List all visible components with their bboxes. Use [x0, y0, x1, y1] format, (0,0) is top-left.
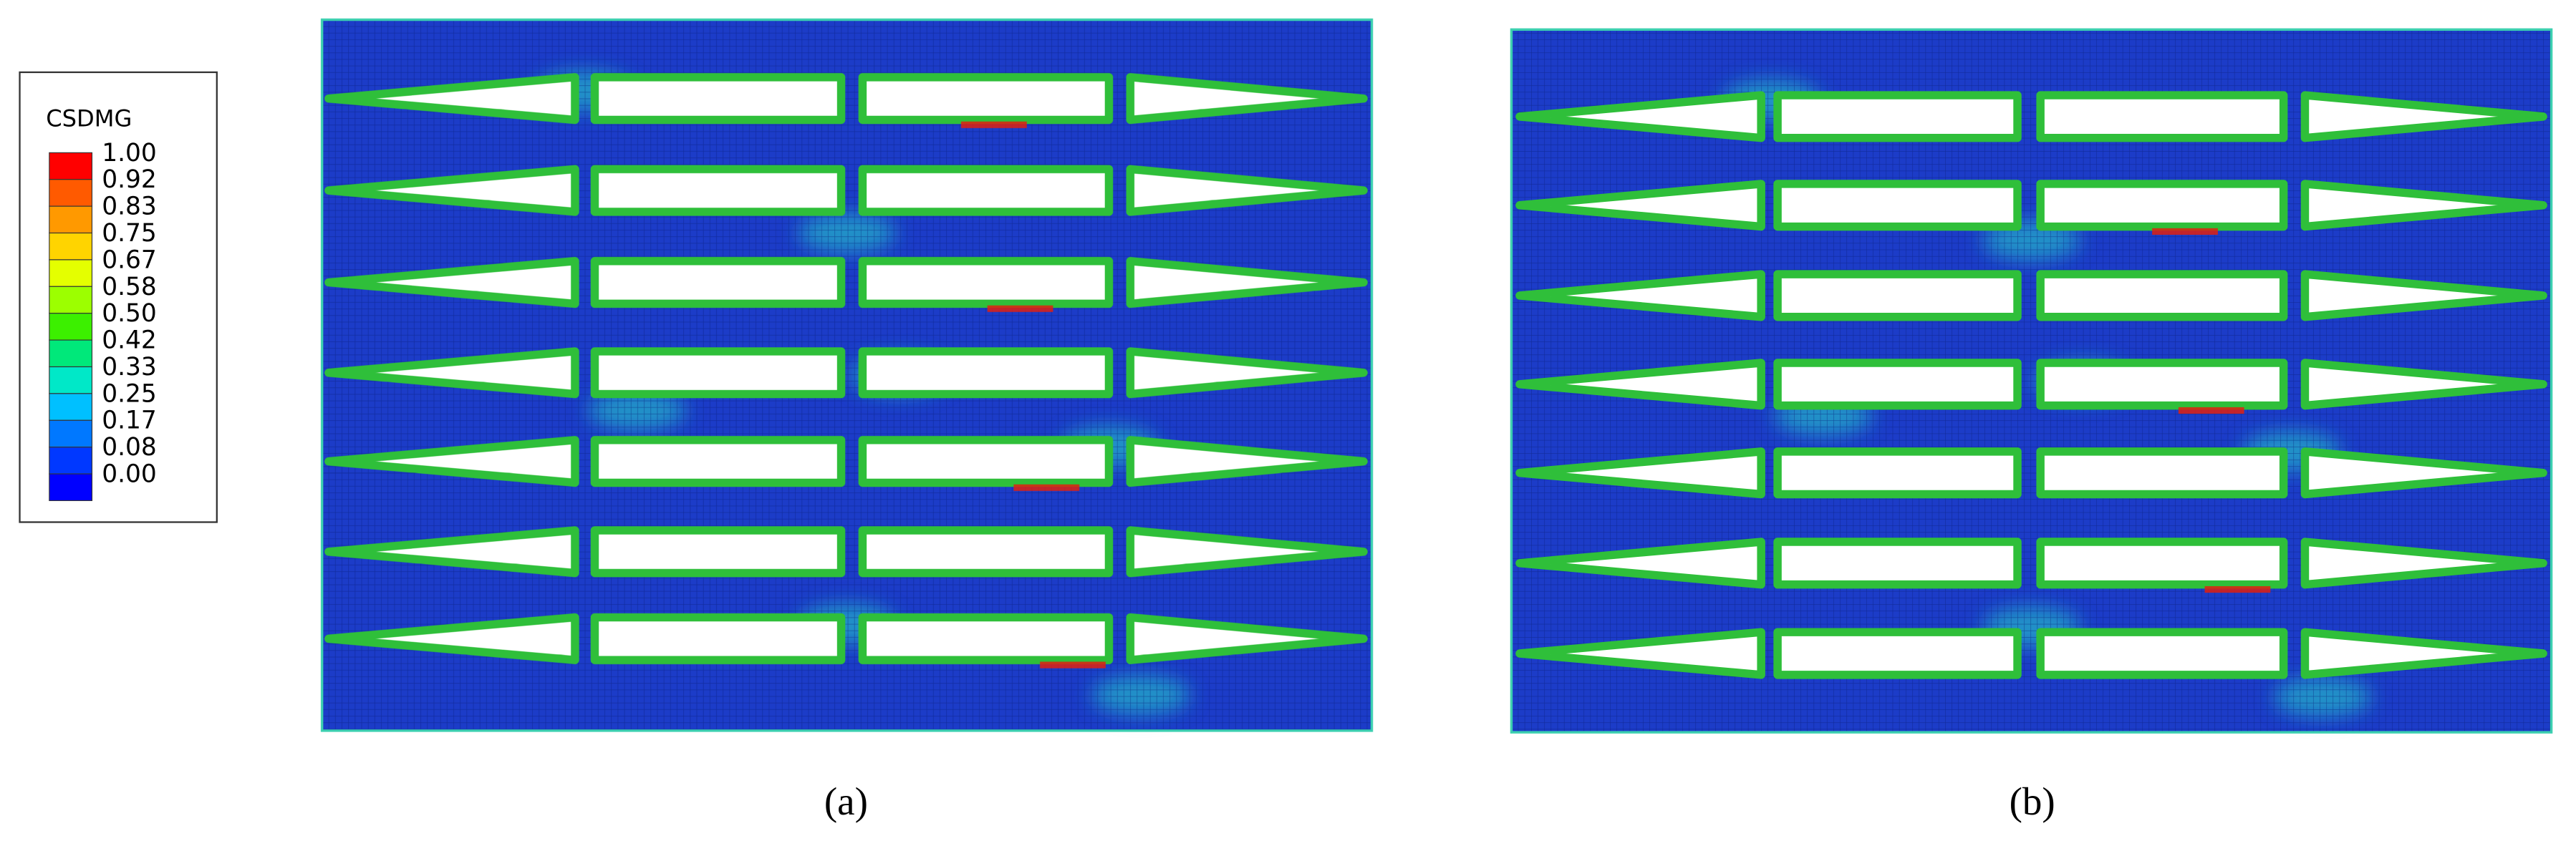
panels: [320, 18, 2553, 734]
hole: [1515, 359, 1765, 410]
hole: [2036, 538, 2288, 589]
legend-swatch: [49, 232, 93, 261]
legend-label: 0.50: [102, 299, 157, 328]
hole: [858, 613, 1114, 664]
contour-plot: [1510, 28, 2553, 734]
legend-label: 0.17: [102, 407, 157, 435]
damage-spot: [2152, 228, 2218, 235]
legend-swatch: [49, 152, 93, 180]
legend-label: 0.42: [102, 326, 157, 355]
legend-swatch: [49, 205, 93, 234]
legend-label: 0.33: [102, 353, 157, 381]
hole: [1773, 180, 2022, 231]
hole: [858, 526, 1114, 578]
hole: [2300, 91, 2547, 142]
damage-spot: [2204, 585, 2271, 593]
caption: (b): [2010, 779, 2055, 823]
hole: [2300, 447, 2547, 499]
hole: [1773, 91, 2022, 142]
hole: [1126, 436, 1368, 487]
hole: [590, 73, 846, 125]
plot-border: [320, 18, 1374, 732]
legend-label: 0.00: [102, 460, 157, 489]
legend-label: 0.58: [102, 273, 157, 301]
hole: [858, 347, 1114, 399]
hole: [1515, 447, 1765, 499]
hole: [2300, 359, 2547, 410]
hole: [1126, 613, 1368, 664]
hole: [324, 347, 579, 399]
hole: [1515, 270, 1765, 321]
legend-label: 1.00: [102, 139, 157, 167]
hole: [2036, 359, 2288, 410]
legend-swatch: [49, 339, 93, 368]
hole: [2300, 628, 2547, 679]
hole: [1515, 91, 1765, 142]
hole: [1126, 257, 1368, 308]
contour-plot: [320, 18, 1374, 732]
legend-label: 0.08: [102, 433, 157, 462]
hole: [1515, 180, 1765, 231]
damage-spot: [987, 305, 1053, 312]
hole: [2036, 447, 2288, 499]
hole: [1515, 538, 1765, 589]
hole: [590, 347, 846, 399]
hole: [2300, 270, 2547, 321]
hole: [590, 526, 846, 578]
damage-spot: [960, 121, 1027, 128]
hole: [858, 257, 1114, 308]
hole: [324, 73, 579, 125]
legend-swatch: [49, 259, 93, 287]
hole: [2300, 180, 2547, 231]
hole: [858, 73, 1114, 125]
hole: [858, 436, 1114, 487]
hole: [2036, 180, 2288, 231]
legend-swatch: [49, 393, 93, 421]
legend-swatch: [49, 286, 93, 314]
hole: [590, 613, 846, 664]
hole: [324, 613, 579, 664]
hole: [324, 257, 579, 308]
legend-label: 0.92: [102, 165, 157, 194]
legend-swatch: [49, 179, 93, 207]
hole: [1126, 526, 1368, 578]
legend-swatch: [49, 313, 93, 341]
hole: [1515, 628, 1765, 679]
hole: [858, 165, 1114, 216]
hole: [1126, 73, 1368, 125]
hole: [1773, 447, 2022, 499]
legend-title: CSDMG: [46, 105, 132, 132]
caption: (a): [824, 779, 868, 823]
hole: [1773, 538, 2022, 589]
legend-label: 0.75: [102, 219, 157, 248]
damage-spot: [2178, 407, 2244, 414]
hole: [1126, 165, 1368, 216]
hole: [1773, 359, 2022, 410]
hole: [590, 257, 846, 308]
hole: [2300, 538, 2547, 589]
hole: [324, 526, 579, 578]
legend-label: 0.25: [102, 379, 157, 408]
hole: [1773, 628, 2022, 679]
hole: [2036, 270, 2288, 321]
hole: [324, 165, 579, 216]
hole: [590, 165, 846, 216]
legend-swatch: [49, 447, 93, 475]
damage-spot: [1013, 484, 1080, 491]
legend-swatch: [49, 473, 93, 502]
hole: [2036, 91, 2288, 142]
legend-label: 0.83: [102, 193, 157, 221]
hole: [1773, 270, 2022, 321]
hole: [590, 436, 846, 487]
legend-label: 0.67: [102, 246, 157, 274]
hole: [324, 436, 579, 487]
hole: [1126, 347, 1368, 399]
hole: [2036, 628, 2288, 679]
plot-border: [1510, 28, 2553, 734]
damage-spot: [1040, 661, 1106, 669]
legend-swatch: [49, 419, 93, 448]
legend-swatch: [49, 366, 93, 394]
legend: 1.000.920.830.750.670.580.500.420.330.25…: [49, 139, 157, 502]
